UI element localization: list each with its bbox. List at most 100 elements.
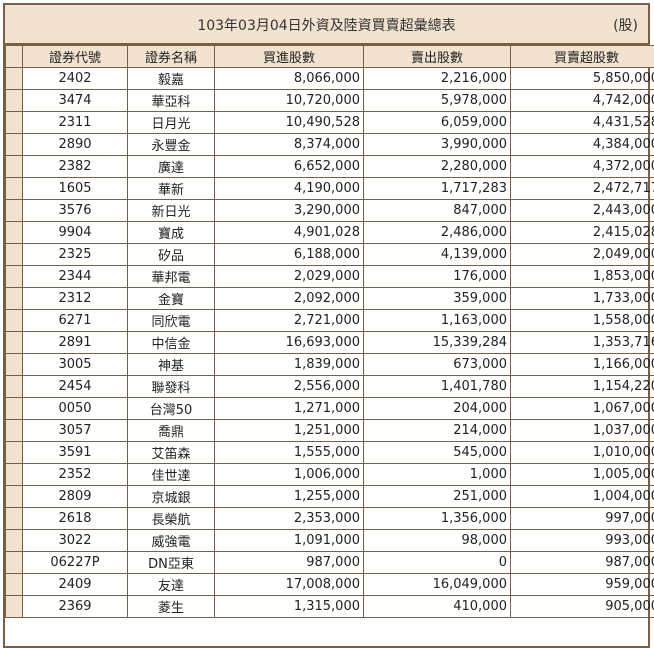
cell-buy: 8,374,000 (215, 134, 364, 156)
row-gutter (6, 508, 23, 530)
cell-sell: 1,163,000 (364, 310, 511, 332)
cell-net: 987,000 (511, 552, 654, 574)
cell-net: 959,000 (511, 574, 654, 596)
cell-net: 2,443,000 (511, 200, 654, 222)
cell-code: 2809 (23, 486, 128, 508)
row-gutter (6, 112, 23, 134)
cell-buy: 17,008,000 (215, 574, 364, 596)
cell-name: 威強電 (128, 530, 215, 552)
cell-name: 佳世達 (128, 464, 215, 486)
cell-name: 廣達 (128, 156, 215, 178)
cell-name: 艾笛森 (128, 442, 215, 464)
cell-buy: 16,693,000 (215, 332, 364, 354)
cell-sell: 3,990,000 (364, 134, 511, 156)
cell-sell: 4,139,000 (364, 244, 511, 266)
row-gutter (6, 354, 23, 376)
cell-sell: 0 (364, 552, 511, 574)
cell-name: 友達 (128, 574, 215, 596)
cell-sell: 214,000 (364, 420, 511, 442)
cell-net: 4,431,528 (511, 112, 654, 134)
cell-buy: 1,091,000 (215, 530, 364, 552)
cell-net: 2,472,717 (511, 178, 654, 200)
column-header-name: 證券名稱 (128, 46, 215, 68)
row-gutter (6, 398, 23, 420)
row-gutter (6, 530, 23, 552)
cell-sell: 410,000 (364, 596, 511, 618)
cell-sell: 545,000 (364, 442, 511, 464)
cell-net: 4,384,000 (511, 134, 654, 156)
row-gutter (6, 486, 23, 508)
cell-buy: 1,315,000 (215, 596, 364, 618)
cell-name: 金寶 (128, 288, 215, 310)
cell-buy: 1,006,000 (215, 464, 364, 486)
cell-net: 1,353,716 (511, 332, 654, 354)
row-gutter (6, 244, 23, 266)
cell-code: 2409 (23, 574, 128, 596)
cell-sell: 673,000 (364, 354, 511, 376)
row-gutter (6, 90, 23, 112)
cell-code: 0050 (23, 398, 128, 420)
cell-name: 長榮航 (128, 508, 215, 530)
cell-name: 喬鼎 (128, 420, 215, 442)
cell-sell: 5,978,000 (364, 90, 511, 112)
cell-buy: 1,839,000 (215, 354, 364, 376)
cell-sell: 2,280,000 (364, 156, 511, 178)
cell-code: 2352 (23, 464, 128, 486)
cell-code: 1605 (23, 178, 128, 200)
cell-code: 2344 (23, 266, 128, 288)
cell-buy: 8,066,000 (215, 68, 364, 90)
cell-sell: 204,000 (364, 398, 511, 420)
cell-sell: 2,486,000 (364, 222, 511, 244)
unit-label: (股) (613, 15, 638, 35)
cell-name: 菱生 (128, 596, 215, 618)
cell-code: 3022 (23, 530, 128, 552)
row-gutter (6, 464, 23, 486)
cell-buy: 10,490,528 (215, 112, 364, 134)
cell-net: 993,000 (511, 530, 654, 552)
cell-net: 2,415,028 (511, 222, 654, 244)
cell-sell: 847,000 (364, 200, 511, 222)
cell-buy: 2,029,000 (215, 266, 364, 288)
cell-net: 5,850,000 (511, 68, 654, 90)
cell-sell: 98,000 (364, 530, 511, 552)
cell-name: DN亞東 (128, 552, 215, 574)
row-gutter (6, 178, 23, 200)
cell-buy: 2,092,000 (215, 288, 364, 310)
cell-buy: 2,721,000 (215, 310, 364, 332)
cell-buy: 2,556,000 (215, 376, 364, 398)
row-gutter (6, 552, 23, 574)
cell-code: 2618 (23, 508, 128, 530)
cell-net: 1,010,000 (511, 442, 654, 464)
cell-sell: 1,000 (364, 464, 511, 486)
report-title-bar: 103年03月04日外資及陸資買賣超彙總表 (股) (5, 5, 648, 45)
report-frame: 103年03月04日外資及陸資買賣超彙總表 (股) 證券代號 證券名稱 買進股數… (3, 3, 650, 648)
cell-net: 1,733,000 (511, 288, 654, 310)
row-gutter (6, 574, 23, 596)
row-gutter (6, 420, 23, 442)
cell-name: 華新 (128, 178, 215, 200)
cell-name: 同欣電 (128, 310, 215, 332)
cell-sell: 1,717,283 (364, 178, 511, 200)
cell-code: 3057 (23, 420, 128, 442)
row-gutter (6, 156, 23, 178)
cell-net: 1,067,000 (511, 398, 654, 420)
cell-code: 3474 (23, 90, 128, 112)
cell-name: 中信金 (128, 332, 215, 354)
